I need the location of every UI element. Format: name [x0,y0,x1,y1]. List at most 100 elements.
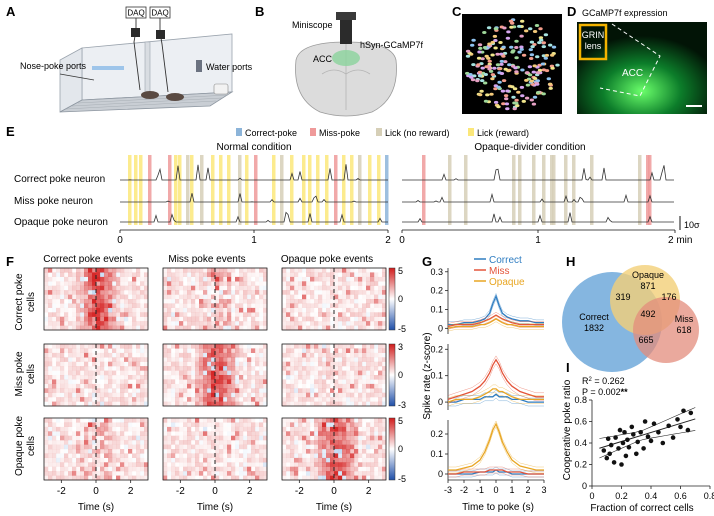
g-ytick-label: 0.2 [430,344,443,354]
heatmap-cell [346,285,351,291]
heatmap-cell [76,307,81,313]
heatmap-cell [239,344,244,349]
cell-footprint [513,66,518,70]
heatmap-cell [120,445,124,450]
heatmap-cell [92,290,97,295]
heatmap-cell [183,366,188,371]
heatmap-cell [120,357,124,362]
heatmap-cell [243,316,248,322]
heatmap-cell [96,276,101,282]
heatmap-cell [60,435,65,441]
heatmap-cell [290,276,295,282]
heatmap-cell [163,401,168,407]
heatmap-cell [298,453,303,458]
heatmap-cell [235,388,240,393]
cell-footprint [541,68,547,72]
heatmap-cell [370,401,375,407]
venn-opaque-name: Opaque [632,270,664,280]
heatmap-cell [187,325,192,331]
heatmap-cell [370,453,375,458]
heatmap-cell [88,276,93,282]
heatmap-cell [306,357,311,362]
cell-footprint [501,79,507,83]
heatmap-cell [124,444,129,450]
heatmap-cell [318,449,323,454]
heatmap-cell [215,325,220,331]
heatmap-cell [112,444,117,450]
heatmap-cell [243,268,248,273]
heatmap-cell [302,453,307,458]
heatmap-cell [310,392,315,398]
heatmap-cell [84,348,89,353]
heatmap-cell [140,383,145,389]
heatmap-cell [124,440,129,445]
heatmap-cell [298,384,302,389]
heatmap-cell [96,431,101,436]
heatmap-cell [144,388,149,393]
heatmap-cell [286,422,291,427]
heatmap-cell [255,449,260,454]
heatmap-cell [263,379,268,384]
heatmap-cell [72,272,77,277]
heatmap-cell [247,375,252,380]
heatmap-cell [171,471,176,476]
heatmap-cell [239,361,244,367]
heatmap-cell [116,316,121,322]
heatmap-cell [88,285,93,291]
heatmap-cell [282,307,287,313]
cell-footprint [544,53,550,57]
heatmap-cell [350,371,354,376]
heatmap-cell [294,268,299,273]
heatmap-cell [354,393,358,398]
heatmap-cell [195,357,200,362]
heatmap-cell [338,348,343,353]
heatmap-cell [215,307,220,313]
heatmap-cell [132,388,137,393]
heatmap-cell [255,475,260,481]
heatmap-cell [318,422,323,427]
heatmap-cell [100,299,105,304]
heatmap-cell [175,431,179,436]
heatmap-cell [132,285,137,291]
heatmap-cell [255,299,260,304]
heatmap-cell [259,303,264,308]
cell-footprint [477,50,482,54]
heatmap-cell [128,462,133,467]
heatmap-cell [235,285,240,291]
heatmap-cell [187,466,192,472]
legend-lick-reward: Lick (reward) [477,128,529,138]
heatmap-cell [132,401,137,407]
heatmap-cell [52,388,57,393]
heatmap-cell [48,379,53,384]
heatmap-cell [215,471,220,476]
heatmap-cell [64,312,69,317]
heatmap-cell [346,435,351,441]
heatmap-cell [235,312,240,317]
heatmap-cell [76,312,81,317]
heatmap-cell [322,312,327,317]
heatmap-cell [76,285,81,291]
heatmap-cell [366,449,370,454]
heatmap-cell [370,316,375,322]
heatmap-cell [239,325,244,331]
heatmap-cell [84,321,89,326]
heatmap-cell [171,475,176,481]
heatmap-cell [124,393,128,398]
heatmap-cell [263,375,268,380]
heatmap-cell [294,312,298,317]
heatmap-cell [163,471,168,476]
heatmap-cell [334,312,338,317]
heatmap-cell [144,344,149,349]
colorbar-3 [388,417,396,481]
col-title-miss: Miss poke events [168,254,245,265]
heatmap-cell [140,272,144,277]
heatmap-cell [92,401,97,407]
heatmap-cell [314,308,318,313]
heatmap-cell [350,422,355,427]
heatmap-cell [207,379,212,384]
heatmap-cell [183,444,188,450]
heatmap-cell [366,401,371,407]
heatmap-cell [104,348,109,353]
heatmap-cell [370,379,375,384]
cell-footprint [519,85,525,89]
